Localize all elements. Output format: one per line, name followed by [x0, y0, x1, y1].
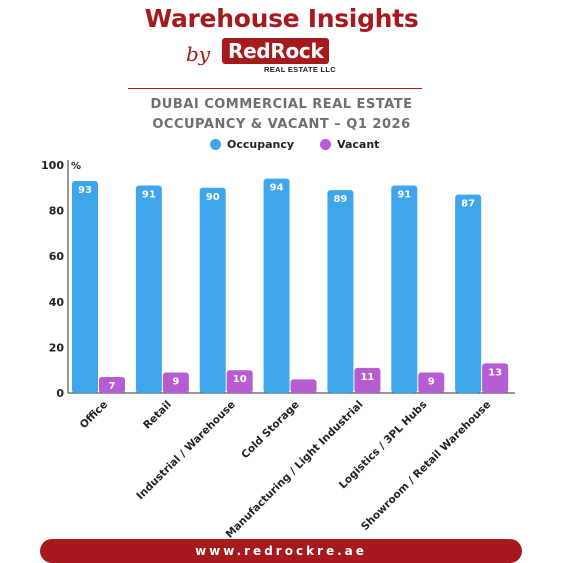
bar-vacant: [162, 372, 189, 393]
y-tick-label: 60: [49, 250, 65, 263]
data-label-occupancy: 93: [78, 185, 92, 196]
y-tick-label: 80: [49, 205, 65, 218]
bar-vacant: [482, 363, 509, 393]
data-label-occupancy: 87: [461, 199, 475, 210]
x-tick-label: Office: [78, 399, 111, 432]
data-label-occupancy: 90: [206, 192, 220, 203]
redrock-logo: RedRock: [222, 38, 330, 64]
y-tick-label: 100: [41, 159, 64, 172]
data-label-occupancy: 94: [270, 183, 284, 194]
bar-occupancy: [391, 185, 418, 393]
data-label-vacant: 13: [488, 367, 502, 378]
data-label-occupancy: 91: [397, 190, 411, 201]
legend-item-occupancy: Occupancy: [210, 138, 294, 151]
chart-title: DUBAI COMMERCIAL REAL ESTATE OCCUPANCY &…: [0, 95, 563, 135]
legend-label-occupancy: Occupancy: [227, 138, 295, 151]
y-tick-label: 0: [56, 387, 64, 400]
header-divider: [128, 88, 422, 89]
bar-vacant: [226, 370, 253, 393]
chart-legend: Occupancy Vacant: [210, 138, 379, 151]
bar-vacant: [418, 372, 445, 393]
data-label-occupancy: 89: [333, 194, 347, 205]
legend-swatch-vacant: [320, 139, 332, 150]
chart-title-line-1: DUBAI COMMERCIAL REAL ESTATE: [150, 97, 413, 112]
bar-vacant: [290, 379, 317, 393]
y-tick-label: 20: [49, 341, 65, 354]
x-tick-label: Cold Storage: [239, 399, 302, 462]
bar-vacant: [354, 367, 381, 393]
bar-occupancy: [72, 180, 98, 393]
data-label-vacant: 9: [172, 376, 179, 387]
x-tick-label: Manufacturing / Light Industrial: [224, 399, 366, 541]
bar-occupancy: [327, 190, 354, 393]
bar-occupancy: [135, 185, 162, 393]
y-tick-label: 40: [49, 296, 65, 309]
data-label-vacant: 10: [233, 374, 247, 385]
bar-occupancy: [263, 178, 290, 393]
data-label-vacant: 7: [109, 381, 116, 392]
data-label-occupancy: 91: [142, 190, 156, 201]
legend-item-vacant: Vacant: [320, 138, 379, 151]
by-label: by: [186, 42, 211, 66]
chart-title-line-2: OCCUPANCY & VACANT – Q1 2026: [152, 117, 411, 132]
data-label-vacant: 11: [360, 372, 374, 383]
logo-subtitle: REAL ESTATE LLC: [264, 65, 336, 74]
bar-vacant: [99, 377, 125, 393]
footer-url-banner[interactable]: www.redrockre.ae: [40, 539, 522, 563]
data-label-vacant: 9: [428, 376, 435, 387]
y-axis-unit-label: %: [71, 161, 81, 172]
bar-occupancy: [199, 187, 226, 393]
header-title: Warehouse Insights: [144, 4, 419, 33]
bar-occupancy: [455, 194, 482, 393]
legend-swatch-occupancy: [210, 139, 221, 150]
legend-label-vacant: Vacant: [337, 138, 380, 151]
x-tick-label: Showroom / Retail Warehouse: [359, 399, 493, 533]
x-tick-label: Retail: [141, 399, 174, 432]
